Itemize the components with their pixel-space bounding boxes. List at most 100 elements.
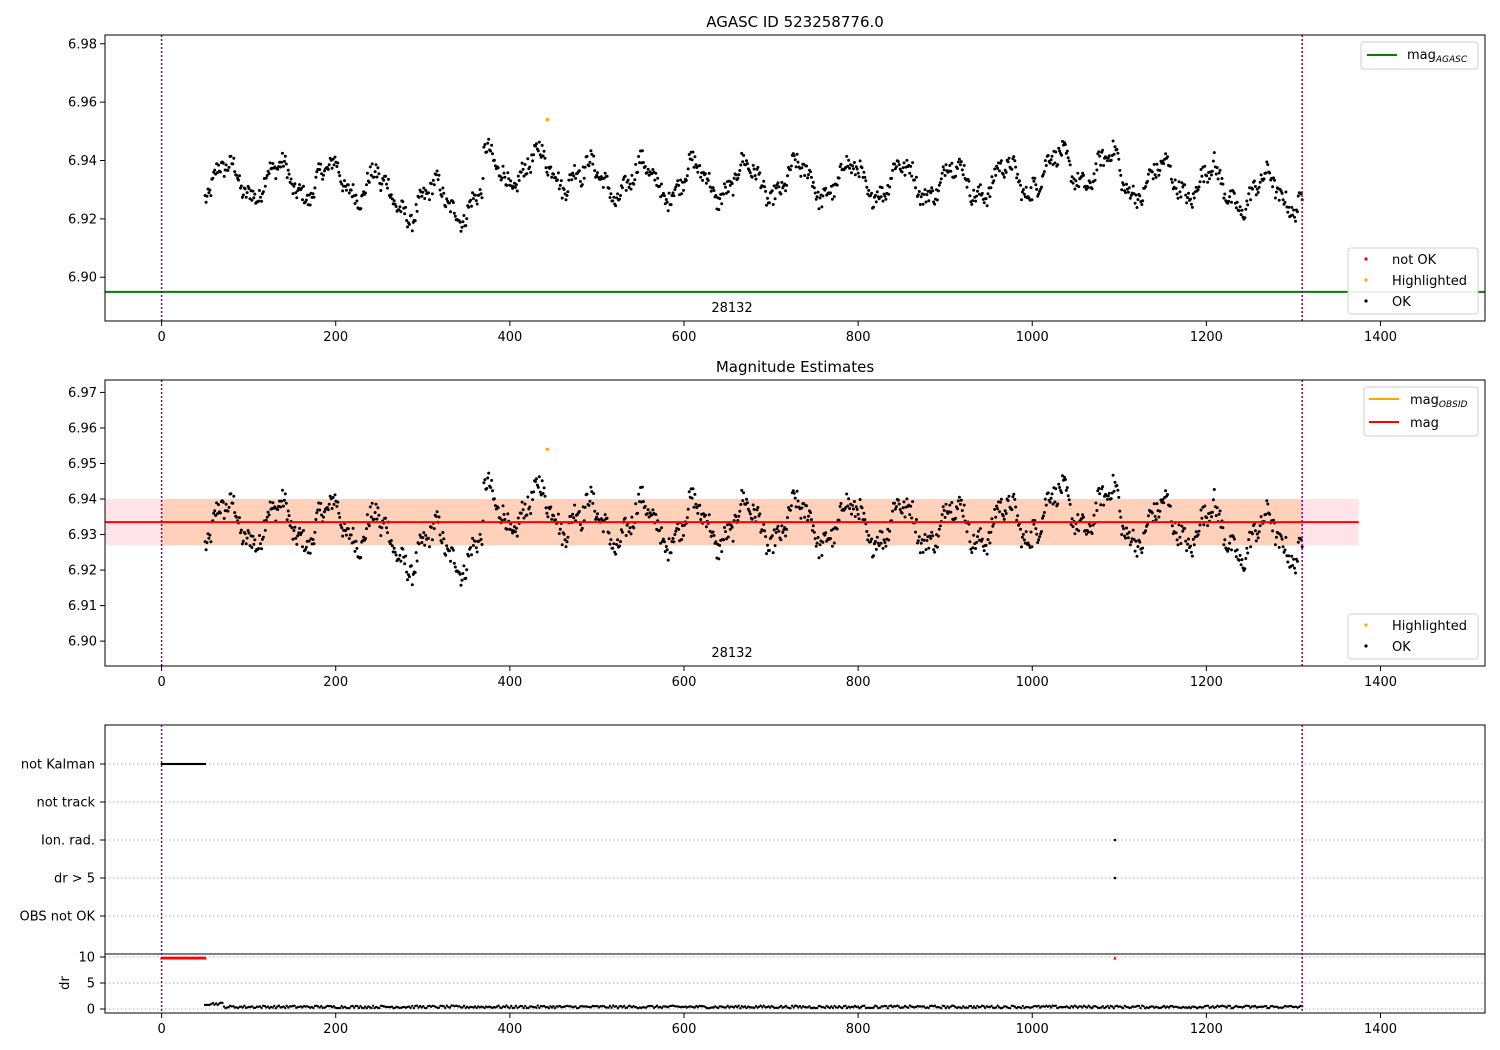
ok-point bbox=[794, 165, 798, 169]
ok-point bbox=[1168, 504, 1172, 508]
ok-point bbox=[281, 151, 284, 155]
ok-point bbox=[386, 186, 389, 190]
ok-point bbox=[1187, 191, 1190, 195]
ok-point bbox=[614, 204, 618, 208]
y-tick-label: 6.94 bbox=[68, 493, 97, 508]
ok-point bbox=[326, 167, 330, 171]
ok-point bbox=[1184, 193, 1188, 197]
ok-point bbox=[1072, 177, 1076, 181]
ok-point bbox=[933, 550, 937, 554]
dr-point bbox=[717, 1006, 720, 1010]
ok-point bbox=[944, 502, 948, 506]
ok-point bbox=[814, 197, 818, 201]
dr-point bbox=[1225, 1006, 1229, 1009]
ok-point bbox=[1199, 508, 1203, 512]
ok-point bbox=[594, 517, 598, 521]
ok-point bbox=[779, 192, 783, 196]
dr-point bbox=[844, 1004, 847, 1008]
ok-point bbox=[864, 179, 868, 183]
ok-point bbox=[1178, 190, 1182, 194]
dr-point bbox=[841, 1006, 844, 1010]
ok-point bbox=[318, 508, 322, 512]
ok-point bbox=[560, 196, 564, 200]
dr-point bbox=[359, 1005, 362, 1008]
ok-point bbox=[971, 199, 975, 203]
ok-point bbox=[1291, 213, 1295, 217]
ok-point bbox=[1175, 192, 1179, 196]
dr-clipped-marker bbox=[1113, 956, 1117, 960]
ok-point bbox=[883, 194, 887, 198]
ok-point bbox=[875, 190, 879, 194]
ok-point bbox=[573, 164, 577, 167]
ok-point bbox=[449, 210, 452, 214]
ok-point bbox=[709, 189, 713, 193]
ok-point bbox=[464, 224, 468, 228]
ok-point bbox=[636, 170, 640, 174]
ok-point bbox=[1019, 527, 1022, 531]
ok-point bbox=[464, 576, 468, 580]
dr-point bbox=[1054, 1004, 1058, 1007]
ok-point bbox=[959, 498, 963, 502]
ok-point bbox=[615, 196, 619, 200]
ok-point bbox=[398, 205, 402, 209]
ok-point bbox=[300, 531, 304, 535]
ok-point bbox=[960, 509, 964, 512]
ok-point bbox=[239, 184, 243, 188]
ok-point bbox=[1093, 178, 1097, 182]
ok-point bbox=[293, 182, 297, 186]
ok-point bbox=[883, 541, 887, 544]
ok-point bbox=[869, 540, 873, 544]
ok-point bbox=[1119, 515, 1123, 519]
ok-point bbox=[994, 173, 998, 177]
ok-point bbox=[666, 558, 670, 562]
ok-point bbox=[835, 527, 839, 531]
ok-point bbox=[991, 524, 995, 528]
ok-point bbox=[546, 173, 550, 177]
legend-label-mag-obsid: magOBSID bbox=[1410, 393, 1468, 410]
x-tick-label: 1400 bbox=[1364, 675, 1397, 690]
ok-point bbox=[354, 539, 358, 543]
ok-point bbox=[1245, 199, 1249, 203]
panel3-axes-frame bbox=[104, 724, 1486, 1014]
ok-point bbox=[1020, 545, 1023, 549]
ok-point bbox=[1086, 530, 1090, 534]
ok-point bbox=[717, 557, 721, 561]
y-tick-label: 6.92 bbox=[68, 564, 97, 579]
ok-point bbox=[664, 198, 668, 201]
ok-point bbox=[940, 171, 944, 175]
ok-point bbox=[1029, 186, 1033, 190]
ok-point bbox=[694, 502, 698, 506]
ok-point bbox=[663, 550, 667, 554]
ok-point bbox=[246, 529, 250, 533]
ok-point bbox=[1046, 154, 1050, 157]
ok-point bbox=[556, 171, 560, 175]
ok-point bbox=[239, 528, 243, 532]
legend-label-highlighted: Highlighted bbox=[1392, 619, 1467, 634]
ok-point bbox=[982, 549, 986, 553]
ok-point bbox=[977, 529, 980, 533]
ok-point bbox=[647, 515, 651, 519]
ok-point bbox=[534, 142, 538, 146]
dr-point bbox=[759, 1004, 762, 1007]
ok-point bbox=[302, 529, 305, 532]
ok-point bbox=[1076, 171, 1080, 175]
ok-point bbox=[516, 174, 520, 178]
ok-point bbox=[344, 529, 347, 533]
ok-point bbox=[1074, 179, 1078, 183]
ok-point bbox=[1290, 205, 1294, 209]
ok-point bbox=[354, 193, 358, 197]
ok-point bbox=[931, 534, 935, 538]
legend-marker-ok bbox=[1364, 644, 1368, 648]
ok-point bbox=[296, 534, 300, 538]
ok-point bbox=[1098, 492, 1102, 496]
ok-point bbox=[805, 164, 809, 168]
ok-point bbox=[830, 197, 834, 201]
ok-point bbox=[1294, 571, 1297, 575]
ok-point bbox=[696, 511, 700, 515]
ok-point bbox=[514, 183, 518, 187]
dr-point bbox=[542, 1004, 546, 1008]
ok-point bbox=[672, 194, 676, 198]
ok-point bbox=[874, 200, 878, 204]
ok-point bbox=[612, 542, 616, 546]
ok-point bbox=[630, 515, 634, 519]
